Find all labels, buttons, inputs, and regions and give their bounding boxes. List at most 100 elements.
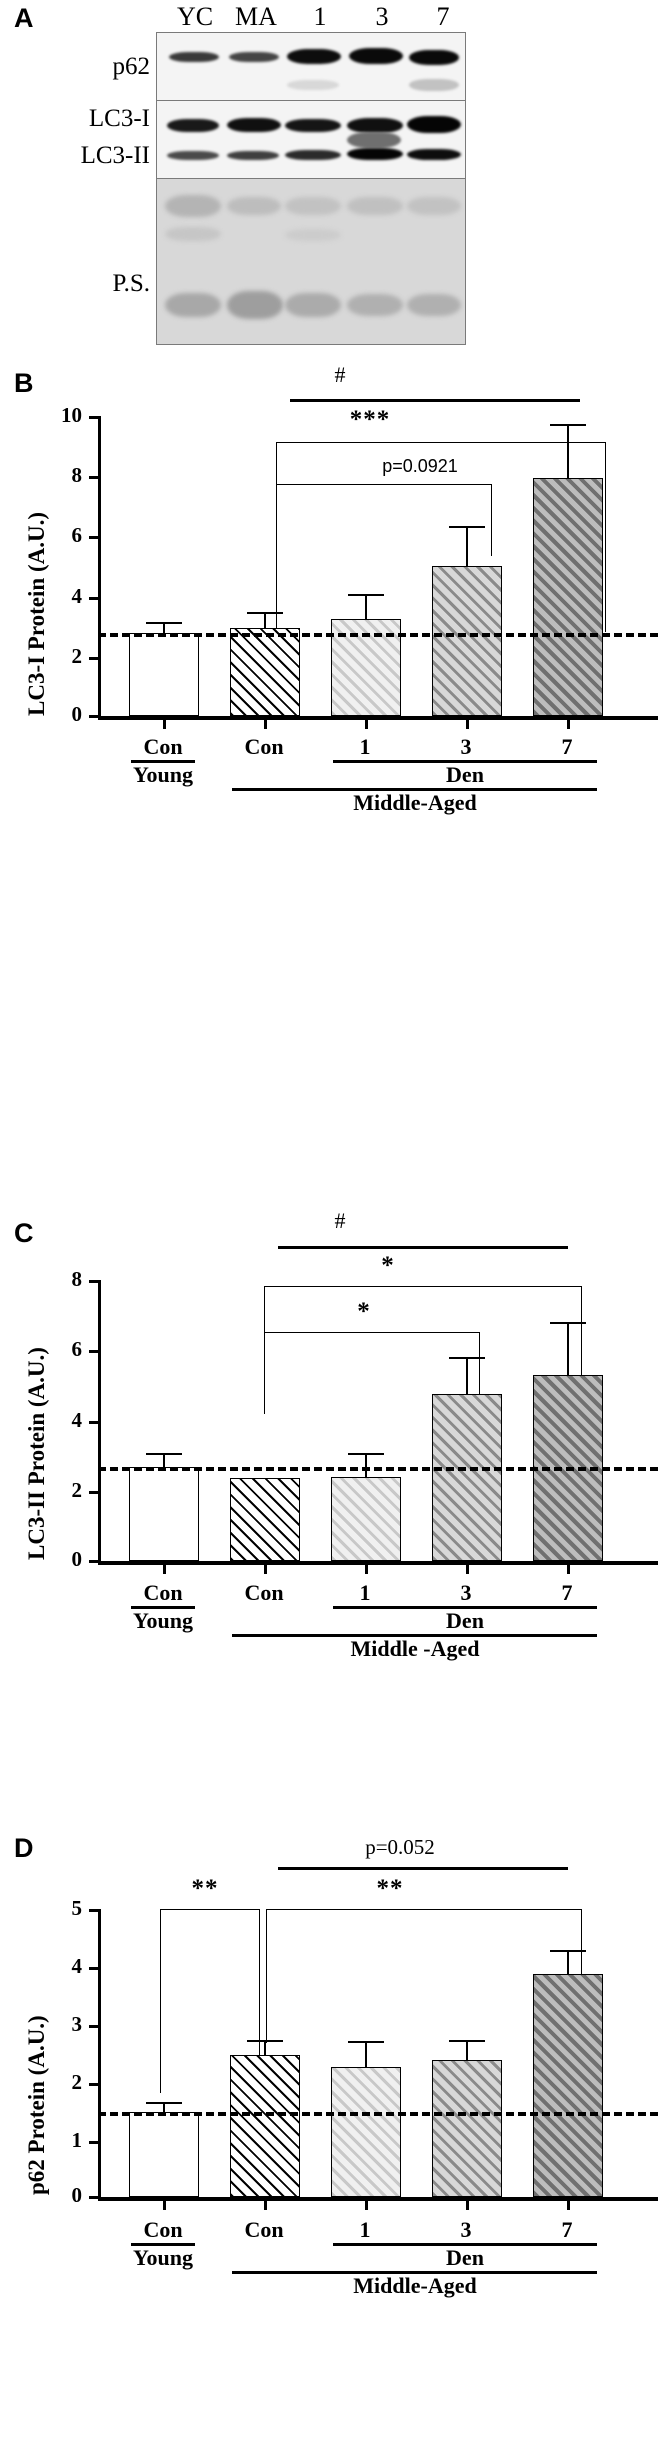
panel-d-err-young-con <box>163 2102 165 2113</box>
panel-c-ytlabel-2: 2 <box>71 1478 83 1502</box>
panel-c-star-inner: * <box>357 1298 371 1325</box>
panel-b-errcap-ma-con <box>247 612 283 614</box>
panel-c-group-middle: Middle -Aged <box>350 1636 480 1661</box>
panel-b-den-rule <box>333 760 597 763</box>
blot-band-p62-ma <box>229 52 279 62</box>
panel-c-xlabel-young-con: Con <box>143 1580 183 1605</box>
panel-b-err-den-1 <box>365 594 367 620</box>
panel-d-errcap-den-7 <box>550 1950 586 1952</box>
panel-b-y-axis-label: LC3-I Protein (A.U.) <box>24 512 49 716</box>
panel-c-group-young: Young <box>133 1608 193 1633</box>
blot-band-p62-yc <box>169 52 219 62</box>
panel-b-ytlabel-4: 4 <box>71 584 83 608</box>
panel-c-err-den-3 <box>466 1357 468 1395</box>
panel-b-group-young: Young <box>133 762 193 787</box>
panel-b-ytick-2 <box>89 657 98 660</box>
panel-c-ytlabel-0: 0 <box>71 1547 83 1571</box>
panel-c-young-rule <box>131 1606 195 1609</box>
panel-d-den-rule <box>333 2243 597 2246</box>
panel-d-y-axis <box>98 1909 101 2199</box>
panel-b-group-den: Den <box>446 762 484 787</box>
panel-d-chart: D p62 Protein (A.U.) p=0.052 ** ** 5 4 3… <box>0 1805 671 2305</box>
ps-band-ma-top <box>227 197 281 215</box>
panel-c-ytick-4 <box>89 1421 98 1424</box>
blot-row-label-lc3i: LC3-I <box>88 105 150 132</box>
panel-d-ytick-5 <box>89 1909 98 1912</box>
panel-c-err-den-1 <box>365 1453 367 1478</box>
panel-d-ytick-4 <box>89 1967 98 1970</box>
panel-c-bar-ma-con <box>230 1478 300 1561</box>
panel-d-bar-den-7 <box>533 1974 603 2197</box>
panel-d-bar-den-3 <box>432 2060 502 2197</box>
panel-d-xtick-3 <box>466 2199 469 2210</box>
panel-d-young-rule <box>131 2243 195 2246</box>
panel-c-err-young-con <box>163 1453 165 1468</box>
panel-d-xtick-2 <box>365 2199 368 2210</box>
panel-c-ytlabel-6: 6 <box>71 1337 83 1361</box>
panel-b-middle-rule <box>232 788 597 791</box>
panel-d-group-den: Den <box>446 2245 484 2270</box>
panel-a-western-blot: A YC MA 1 3 7 p62 LC3-I LC3-II P.S. <box>0 0 671 355</box>
panel-c-bracket-inner <box>264 1332 480 1414</box>
blot-panel-p62 <box>156 32 466 104</box>
ps-band-7-top <box>407 197 461 215</box>
panel-b-reference-line <box>98 633 658 637</box>
blot-band-lc3ii-ma <box>227 151 279 160</box>
panel-d-xlabel-young-con: Con <box>143 2217 183 2242</box>
panel-b-hash-symbol: # <box>334 362 346 387</box>
lane-label-3: 3 <box>375 2 389 31</box>
panel-d-xlabel-den-1: 1 <box>359 2217 371 2242</box>
panel-b-pvalue-label: p=0.0921 <box>382 456 458 476</box>
panel-b-errcap-den-1 <box>348 594 384 596</box>
panel-d-ytick-2 <box>89 2083 98 2086</box>
panel-d-ytlabel-5: 5 <box>71 1896 83 1920</box>
panel-b-xtick-1 <box>264 718 267 729</box>
blot-band-p62-1 <box>287 49 341 64</box>
blot-band-lc3ii-7 <box>407 149 461 160</box>
panel-c-plot-area: 8 6 4 2 0 <box>72 1267 658 1574</box>
panel-d-bracket-left <box>160 1909 260 2093</box>
panel-d-ytlabel-3: 3 <box>71 2012 83 2036</box>
panel-c-xlabel-den-1: 1 <box>359 1580 371 1605</box>
panel-c-ytick-2 <box>89 1491 98 1494</box>
blot-band-p62-3 <box>349 48 403 64</box>
panel-b-ytick-4 <box>89 597 98 600</box>
panel-c-xtick-3 <box>466 1563 469 1574</box>
panel-d-x-axis <box>98 2197 658 2201</box>
blot-band-lc3i-3 <box>347 118 403 133</box>
panel-b-ytick-8 <box>89 476 98 479</box>
panel-b-ytick-10 <box>89 416 98 419</box>
panel-b-ytlabel-6: 6 <box>71 523 83 547</box>
blot-band-p62-7 <box>409 50 459 65</box>
panel-c-errcap-den-1 <box>348 1453 384 1455</box>
panel-d-errcap-den-1 <box>348 2041 384 2043</box>
panel-b-ytick-0 <box>89 715 98 718</box>
panel-b-bar-den-3 <box>432 566 502 716</box>
panel-d-err-den-1 <box>365 2041 367 2068</box>
panel-b-xtick-3 <box>466 718 469 729</box>
ps-band-yc-bot <box>165 293 221 317</box>
panel-b-err-den-7 <box>567 424 569 479</box>
panel-d-ytick-0 <box>89 2196 98 2199</box>
lane-label-1: 1 <box>313 2 327 31</box>
panel-c-hash-symbol: # <box>334 1208 346 1233</box>
panel-d-xlabel-ma-con: Con <box>244 2217 284 2242</box>
panel-b-err-ma-con <box>264 612 266 629</box>
panel-b-errcap-den-3 <box>449 526 485 528</box>
panel-b-bar-ma-con <box>230 628 300 716</box>
panel-b-xtick-0 <box>163 718 166 729</box>
panel-c-xlabel-den-7: 7 <box>561 1580 573 1605</box>
panel-b-ytick-6 <box>89 536 98 539</box>
panel-c-ytlabel-8: 8 <box>71 1267 83 1291</box>
blot-band-lc3i-smear-3 <box>347 132 401 148</box>
panel-d-y-axis-label: p62 Protein (A.U.) <box>24 2015 49 2195</box>
panel-d-ytick-1 <box>89 2141 98 2144</box>
panel-d-plot-area: 5 4 3 2 1 0 <box>72 1896 658 2210</box>
panel-d-ytick-3 <box>89 2025 98 2028</box>
ps-band-yc-top <box>165 195 221 217</box>
blot-band-lc3ii-1 <box>285 150 341 160</box>
panel-c-ytick-0 <box>89 1560 98 1563</box>
panel-c-xtick-4 <box>567 1563 570 1574</box>
panel-b-errcap-den-7 <box>550 424 586 426</box>
panel-c-bar-den-1 <box>331 1477 401 1561</box>
